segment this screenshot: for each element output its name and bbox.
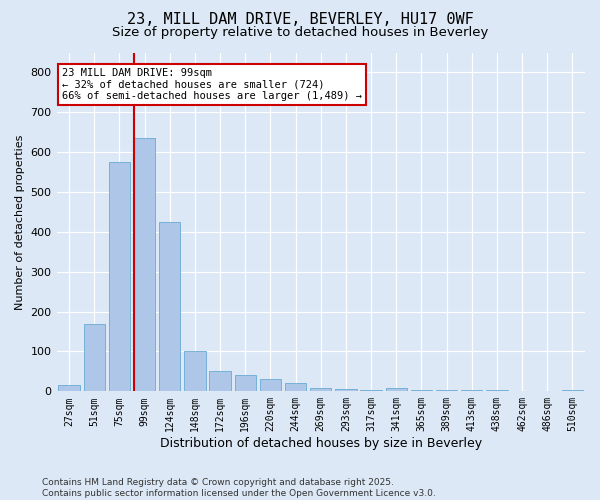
Bar: [235, 376, 256, 392]
Bar: [134, 138, 155, 392]
Bar: [386, 388, 407, 392]
Bar: [285, 382, 307, 392]
Bar: [486, 390, 508, 392]
Bar: [184, 352, 206, 392]
Bar: [436, 390, 457, 392]
X-axis label: Distribution of detached houses by size in Beverley: Distribution of detached houses by size …: [160, 437, 482, 450]
Bar: [411, 390, 432, 392]
Y-axis label: Number of detached properties: Number of detached properties: [15, 134, 25, 310]
Text: 23, MILL DAM DRIVE, BEVERLEY, HU17 0WF: 23, MILL DAM DRIVE, BEVERLEY, HU17 0WF: [127, 12, 473, 28]
Bar: [335, 390, 356, 392]
Bar: [209, 370, 231, 392]
Bar: [83, 324, 105, 392]
Bar: [361, 390, 382, 392]
Bar: [260, 378, 281, 392]
Bar: [562, 390, 583, 392]
Bar: [109, 162, 130, 392]
Bar: [461, 390, 482, 392]
Text: Size of property relative to detached houses in Beverley: Size of property relative to detached ho…: [112, 26, 488, 39]
Bar: [58, 386, 80, 392]
Bar: [310, 388, 331, 392]
Bar: [159, 222, 181, 392]
Text: 23 MILL DAM DRIVE: 99sqm
← 32% of detached houses are smaller (724)
66% of semi-: 23 MILL DAM DRIVE: 99sqm ← 32% of detach…: [62, 68, 362, 101]
Text: Contains HM Land Registry data © Crown copyright and database right 2025.
Contai: Contains HM Land Registry data © Crown c…: [42, 478, 436, 498]
